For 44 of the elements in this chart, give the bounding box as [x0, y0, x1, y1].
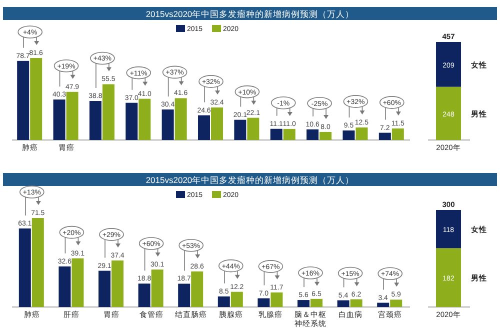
bar	[98, 270, 110, 307]
bar	[198, 115, 210, 140]
bar	[306, 129, 319, 140]
bar	[356, 127, 368, 140]
bar	[350, 299, 362, 307]
bar	[138, 284, 150, 307]
bar	[392, 128, 404, 140]
bar	[178, 284, 190, 307]
bar	[53, 100, 66, 140]
bar	[58, 266, 71, 307]
bar	[174, 98, 187, 140]
bar	[310, 298, 322, 307]
bar	[89, 101, 102, 140]
bar	[378, 132, 391, 140]
bar	[234, 120, 246, 140]
bar	[270, 128, 282, 140]
bar	[138, 98, 151, 140]
bar	[112, 260, 124, 307]
bar	[342, 130, 355, 140]
bar	[377, 302, 390, 307]
bar	[247, 118, 260, 140]
bar	[337, 300, 350, 307]
bar	[270, 292, 283, 307]
bar	[230, 292, 243, 307]
bar	[102, 84, 114, 140]
bar	[151, 270, 164, 307]
chart-title: 2015vs2020年中国多发瘤种的新增病例预测（万人）	[146, 9, 354, 19]
bar	[191, 271, 204, 307]
bar	[258, 298, 270, 307]
bar	[32, 218, 44, 307]
bar	[390, 300, 402, 307]
bar	[30, 58, 42, 140]
bar	[283, 128, 296, 140]
bar	[298, 300, 310, 307]
bar	[211, 107, 223, 140]
bar	[18, 228, 31, 307]
bar	[162, 109, 174, 140]
bar	[72, 258, 84, 307]
chart-title: 2015vs2020年中国多发瘤种的新增病例预测（万人）	[146, 175, 354, 185]
bar	[17, 60, 30, 140]
bar	[66, 92, 78, 140]
bar	[320, 132, 332, 140]
bar	[126, 102, 138, 140]
bar	[218, 296, 230, 307]
